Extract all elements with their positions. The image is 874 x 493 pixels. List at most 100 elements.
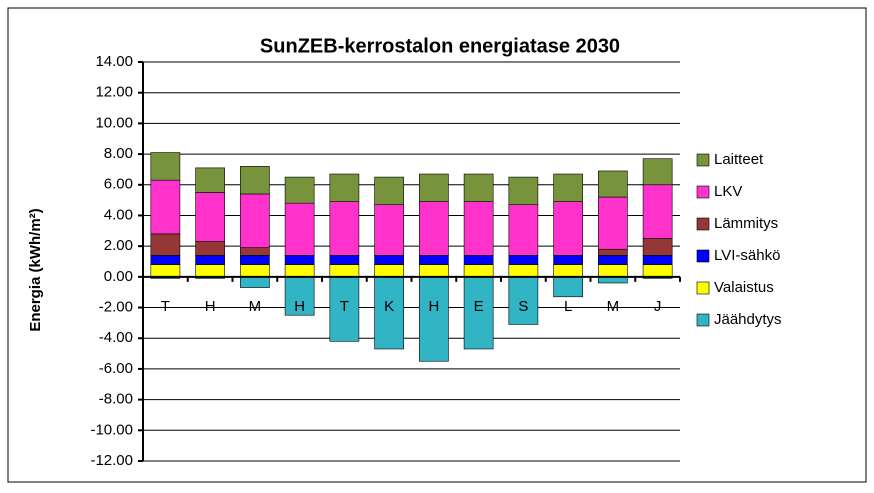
bar-segment (374, 276, 404, 350)
bar-segment (240, 276, 270, 288)
x-tick-label: M (249, 298, 262, 315)
x-tick-label: S (518, 298, 528, 315)
x-tick-label: H (205, 298, 216, 315)
bar-segment (240, 193, 270, 248)
y-axis-label: Energia (kWh/m²) (27, 208, 44, 331)
bar-segment (463, 276, 494, 350)
legend-swatch (696, 185, 710, 199)
bar-segment (195, 192, 225, 242)
x-tick-label: M (607, 298, 620, 315)
y-tick-label: -10.00 (90, 421, 133, 438)
bar-segment (419, 173, 449, 202)
bar-segment (195, 255, 225, 265)
y-tick-label: 14.00 (95, 53, 133, 70)
bar-segment (553, 173, 583, 202)
bar-segment (329, 201, 360, 256)
bar-segment (553, 276, 583, 298)
legend-swatch (696, 153, 710, 167)
bar-segment (642, 184, 673, 239)
bar-segment (150, 233, 181, 256)
x-tick-label: H (294, 298, 305, 315)
bar-segment (598, 170, 628, 198)
bar-segment (284, 176, 315, 204)
bar-segment (463, 173, 494, 202)
bar-segment (195, 167, 225, 193)
bar-segment (374, 264, 404, 278)
legend-label: Laitteet (714, 151, 764, 168)
y-tick-label: -4.00 (99, 329, 133, 346)
legend-swatch (696, 217, 710, 231)
bar-segment (642, 255, 673, 265)
bar-segment (598, 255, 628, 265)
bar-segment (374, 255, 404, 265)
y-tick-label: 6.00 (104, 176, 133, 193)
y-tick-label: -6.00 (99, 360, 133, 377)
x-tick-label: J (654, 298, 662, 315)
bar-segment (329, 276, 360, 342)
bar-segment (329, 255, 360, 265)
legend-label: LVI-sähkö (714, 247, 780, 264)
legend-label: Valaistus (714, 279, 774, 296)
x-tick-label: K (384, 298, 394, 315)
bar-segment (240, 166, 270, 195)
bar-segment (598, 196, 628, 250)
bar-segment (419, 276, 449, 362)
x-tick-label: H (428, 298, 439, 315)
bar-segment (598, 248, 628, 256)
bar-segment (150, 255, 181, 265)
bar-segment (553, 264, 583, 278)
legend-swatch (696, 313, 710, 327)
bar-segment (240, 264, 270, 278)
bar-segment (195, 241, 225, 256)
bar-segment (329, 264, 360, 278)
bar-segment (329, 173, 360, 202)
bar-segment (150, 152, 181, 181)
bar-segment (419, 264, 449, 278)
bar-segment (553, 255, 583, 265)
x-tick-label: L (564, 298, 572, 315)
legend-label: Jäähdytys (714, 311, 782, 328)
bar-segment (508, 255, 539, 265)
bar-segment (553, 201, 583, 256)
chart-title: SunZEB-kerrostalon energiatase 2030 (260, 35, 620, 57)
legend-label: Lämmitys (714, 215, 778, 232)
bar-segment (284, 202, 315, 256)
bar-segment (195, 264, 225, 278)
bar-segment (642, 158, 673, 186)
bar-segment (150, 179, 181, 235)
y-tick-label: 4.00 (104, 206, 133, 223)
y-tick-label: 0.00 (104, 268, 133, 285)
bar-segment (419, 255, 449, 265)
bar-segment (150, 264, 181, 278)
bar-segment (463, 201, 494, 256)
bar-segment (463, 255, 494, 265)
bar-segment (240, 255, 270, 265)
bar-segment (508, 264, 539, 278)
y-tick-label: 12.00 (95, 84, 133, 101)
bar-segment (508, 276, 539, 325)
x-tick-label: T (161, 298, 170, 315)
bar-segment (374, 176, 404, 206)
bar-segment (463, 264, 494, 278)
legend-swatch (696, 249, 710, 263)
x-tick-label: E (474, 298, 484, 315)
bar-segment (508, 204, 539, 256)
y-tick-label: -8.00 (99, 391, 133, 408)
bar-segment (642, 238, 673, 256)
y-tick-label: -12.00 (90, 452, 133, 469)
y-tick-label: -2.00 (99, 299, 133, 316)
bar-segment (284, 255, 315, 265)
bar-segment (374, 204, 404, 256)
bar-segment (642, 264, 673, 278)
bar-segment (284, 276, 315, 316)
legend-swatch (696, 281, 710, 295)
y-tick-label: 2.00 (104, 237, 133, 254)
y-tick-label: 8.00 (104, 145, 133, 162)
y-tick-label: 10.00 (95, 114, 133, 131)
bar-segment (508, 176, 539, 206)
bar-segment (240, 247, 270, 256)
x-tick-label: T (340, 298, 349, 315)
legend-label: LKV (714, 183, 742, 200)
bar-segment (284, 264, 315, 278)
bar-segment (598, 264, 628, 278)
